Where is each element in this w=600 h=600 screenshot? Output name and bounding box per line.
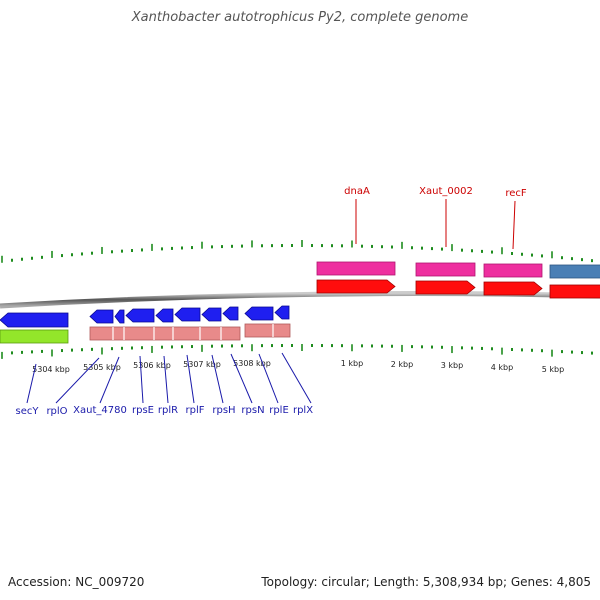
scale-label-5kbp: 5 kbp <box>542 365 564 374</box>
cds-Xaut_0002-arrow[interactable] <box>415 280 476 295</box>
genome-backbone <box>0 291 600 309</box>
upper-tick-row <box>1 240 593 263</box>
gene-label-rpsN[interactable]: rpsN <box>241 405 264 416</box>
leader-line-recF <box>512 200 516 250</box>
leader-line-secY <box>26 363 37 404</box>
gene-label-recF[interactable]: recF <box>505 188 527 199</box>
leader-line-rplE <box>258 353 279 404</box>
genome-title: Xanthobacter autotrophicus Py2, complete… <box>131 10 469 25</box>
gene-label-rplE[interactable]: rplE <box>269 405 289 416</box>
gene-label-rplO[interactable]: rplO <box>46 406 67 417</box>
cds-ribosomal-block-2[interactable] <box>244 323 291 338</box>
cds-secY[interactable] <box>0 329 69 344</box>
cds-ribosomal-block-1[interactable] <box>89 326 241 341</box>
gene-label-rpsH[interactable]: rpsH <box>212 405 235 416</box>
gene-rpsN-arrow[interactable] <box>222 306 239 321</box>
cds-dnaA-arrow[interactable] <box>316 279 396 294</box>
gene-dnaA[interactable] <box>316 261 396 276</box>
gene-next[interactable] <box>549 264 600 279</box>
gene-label-rplR[interactable]: rplR <box>158 405 178 416</box>
gene-rplX-arrow[interactable] <box>274 305 290 320</box>
leader-line-rplX <box>281 352 312 404</box>
leader-line-rplO <box>55 357 100 404</box>
gene-Xaut_4780-arrow[interactable] <box>114 309 125 324</box>
gene-rpsH-arrow[interactable] <box>201 307 222 322</box>
gene-rplF-arrow[interactable] <box>174 307 201 322</box>
gene-Xaut_0002[interactable] <box>415 262 476 277</box>
scale-label-3kbp: 3 kbp <box>441 361 463 370</box>
gene-rpsE-arrow[interactable] <box>125 308 155 323</box>
gene-recF[interactable] <box>483 263 543 278</box>
gene-label-rpsE[interactable]: rpsE <box>132 405 154 416</box>
upper-label-group: dnaA Xaut_0002 recF <box>344 186 527 250</box>
genome-info-text: Topology: circular; Length: 5,308,934 bp… <box>261 575 591 589</box>
lower-gene-track <box>0 305 291 344</box>
gene-rplE-arrow[interactable] <box>244 306 274 321</box>
gene-label-rplX[interactable]: rplX <box>293 405 313 416</box>
gene-rplO-arrow[interactable] <box>89 309 114 324</box>
gene-label-dnaA[interactable]: dnaA <box>344 186 370 197</box>
leader-line-rplF <box>186 354 195 404</box>
leader-line-rpsE <box>139 355 144 404</box>
gene-label-Xaut_0002[interactable]: Xaut_0002 <box>419 186 473 197</box>
scale-label-group: 5304 kbp 5305 kbp 5306 kbp 5307 kbp 5308… <box>32 359 564 374</box>
accession-text: Accession: NC_009720 <box>8 575 145 589</box>
scale-label-5307kbp: 5307 kbp <box>183 360 221 369</box>
leader-line-rpsN <box>230 353 253 404</box>
lower-label-group: secY rplO Xaut_4780 rpsE rplR rplF rpsH … <box>16 352 313 417</box>
scale-label-5305kbp: 5305 kbp <box>83 363 121 372</box>
scale-label-5306kbp: 5306 kbp <box>133 361 171 370</box>
scale-label-4kbp: 4 kbp <box>491 363 513 372</box>
scale-label-5308kbp: 5308 kbp <box>233 359 271 368</box>
cds-recF-arrow[interactable] <box>483 281 543 296</box>
upper-gene-track <box>316 261 600 299</box>
leader-line-rpsH <box>211 354 224 404</box>
gene-label-secY[interactable]: secY <box>16 406 40 417</box>
leader-line-Xaut_4780 <box>99 356 120 404</box>
leader-line-rplR <box>163 355 169 404</box>
scale-label-2kbp: 2 kbp <box>391 360 413 369</box>
scale-label-5304kbp: 5304 kbp <box>32 365 70 374</box>
gene-rplR-arrow[interactable] <box>155 308 174 323</box>
lower-tick-row <box>1 344 593 359</box>
gene-secY-arrow[interactable] <box>0 312 69 328</box>
cds-next[interactable] <box>549 284 600 299</box>
gene-label-rplF[interactable]: rplF <box>186 405 205 416</box>
gene-label-Xaut_4780[interactable]: Xaut_4780 <box>73 405 127 416</box>
scale-label-1kbp: 1 kbp <box>341 359 363 368</box>
